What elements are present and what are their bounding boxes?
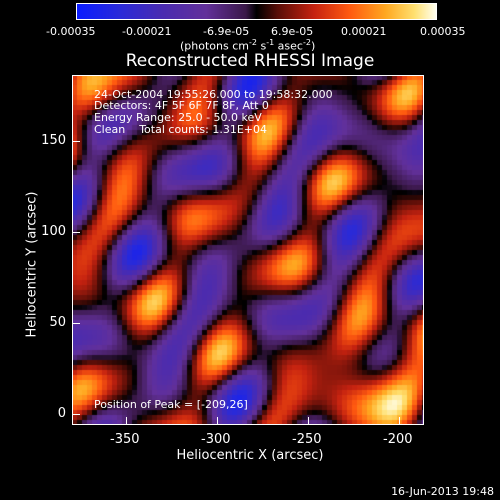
x-tick-mark: [308, 417, 309, 425]
footer-date: 16-Jun-2013 19:48: [391, 485, 494, 498]
colorbar-tick: 0.00035: [420, 25, 466, 38]
info-energy-range: Energy Range: 25.0 - 50.0 keV: [94, 111, 262, 124]
x-tick-label: -200: [383, 432, 413, 447]
y-tick-label: 100: [41, 224, 66, 239]
y-tick-mark: [72, 414, 80, 415]
x-axis-label: Heliocentric X (arcsec): [176, 448, 324, 463]
x-tick-label: -250: [292, 432, 322, 447]
colorbar-tick: -0.00035: [46, 25, 96, 38]
colorbar-tick: 6.9e-05: [271, 25, 314, 38]
heatmap-canvas: [72, 75, 424, 425]
x-tick-mark: [399, 417, 400, 425]
y-tick-mark: [72, 232, 80, 233]
y-tick-label: 0: [57, 406, 66, 421]
x-tick-mark: [126, 417, 127, 425]
colorbar-units: (photons cm-2 s-1 asec-2): [180, 38, 316, 53]
heatmap-image: [72, 75, 424, 425]
info-detectors: Detectors: 4F 5F 6F 7F 8F, Att 0: [94, 99, 269, 112]
colorbar-tick: -0.00021: [122, 25, 172, 38]
info-time-range: 24-Oct-2004 19:55:26.000 to 19:58:32.000: [94, 88, 333, 101]
y-tick-mark: [72, 141, 80, 142]
x-tick-label: -300: [201, 432, 231, 447]
plot-title: Reconstructed RHESSI Image: [125, 51, 375, 71]
colorbar: [76, 3, 437, 20]
x-tick-mark: [217, 417, 218, 425]
y-tick-label: 50: [49, 315, 66, 330]
x-tick-label: -350: [110, 432, 140, 447]
y-tick-mark: [72, 323, 80, 324]
colorbar-tick: 0.00021: [341, 25, 387, 38]
colorbar-tick: -6.9e-05: [203, 25, 250, 38]
y-axis-label: Heliocentric Y (arcsec): [24, 191, 40, 338]
info-clean-counts: Clean Total counts: 1.31E+04: [94, 123, 268, 136]
y-tick-label: 150: [41, 133, 66, 148]
peak-position: Position of Peak = [-209,26]: [94, 398, 248, 411]
